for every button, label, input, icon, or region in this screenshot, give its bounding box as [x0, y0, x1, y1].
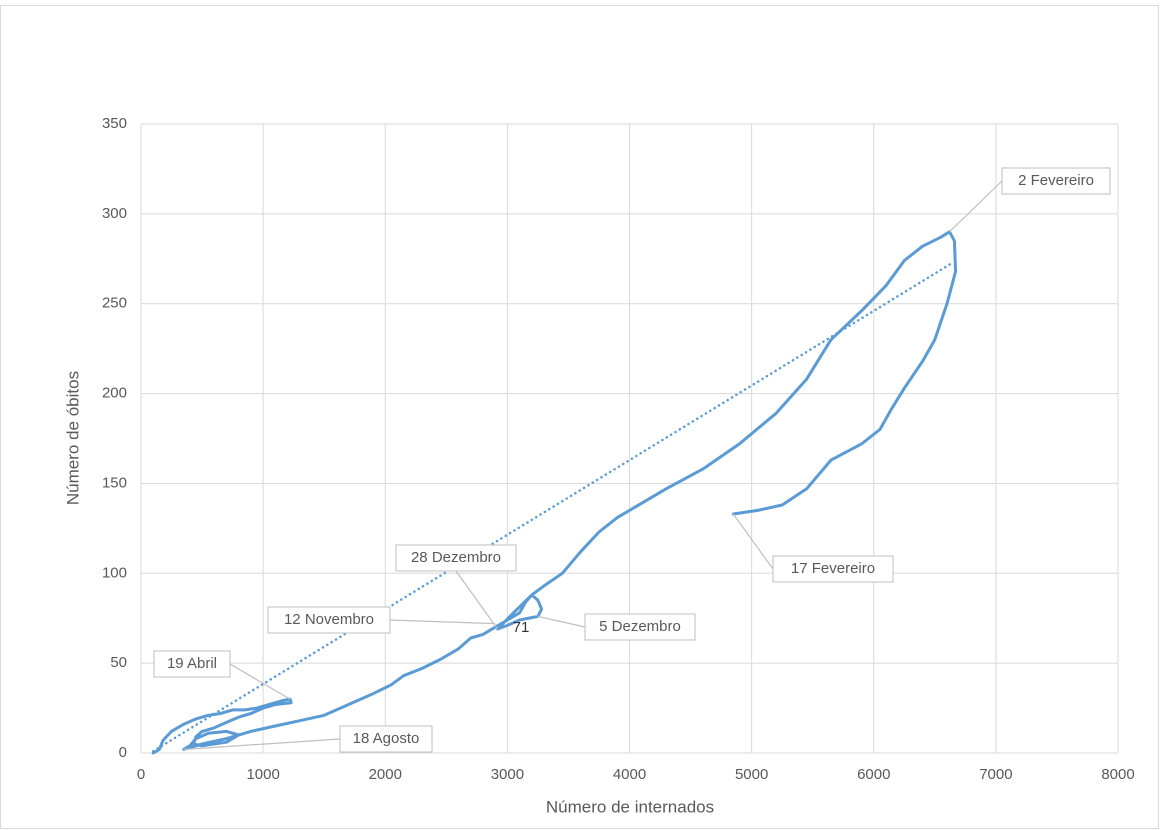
y-tick-label: 0 — [119, 744, 127, 761]
label-box — [1001, 167, 1111, 195]
label-box — [395, 544, 517, 572]
x-tick-label: 5000 — [735, 766, 768, 783]
x-tick-label: 1000 — [246, 766, 279, 783]
leader-line — [229, 663, 291, 700]
y-tick-label: 150 — [102, 474, 127, 491]
y-tick-label: 200 — [102, 385, 127, 402]
y-tick-label: 350 — [102, 115, 127, 132]
label-box — [584, 613, 696, 641]
data-line — [151, 230, 958, 755]
x-tick-label: 0 — [137, 766, 145, 783]
y-tick-label: 250 — [102, 295, 127, 312]
chart-frame — [0, 5, 1159, 829]
y-axis-title: Número de óbitos — [63, 371, 82, 505]
annotation-label: 12 Novembro — [284, 611, 374, 628]
x-tick-label: 2000 — [369, 766, 402, 783]
label-box — [153, 650, 231, 678]
label-box — [772, 555, 894, 583]
y-tick-label: 100 — [102, 564, 127, 581]
x-tick-label: 8000 — [1101, 766, 1134, 783]
annotation-label: 5 Dezembro — [599, 618, 681, 635]
annotation-label: 2 Fevereiro — [1018, 172, 1094, 189]
y-tick-label: 300 — [102, 205, 127, 222]
label-box — [339, 725, 433, 753]
annotation-label: 28 Dezembro — [411, 549, 501, 566]
label-box — [267, 606, 391, 634]
leader-line — [183, 738, 341, 751]
annotation-label: 17 Fevereiro — [791, 560, 875, 577]
leader-line — [389, 619, 496, 625]
x-tick-label: 3000 — [491, 766, 524, 783]
annotation-label: 19 Abril — [167, 655, 217, 672]
leader-line — [732, 513, 774, 570]
leader-line — [949, 180, 1003, 233]
annotation-label: 71 — [513, 619, 530, 636]
annotation-label: 18 Agosto — [353, 730, 420, 747]
y-tick-label: 50 — [110, 654, 127, 671]
x-tick-label: 7000 — [979, 766, 1012, 783]
leader-line — [537, 615, 586, 628]
x-axis-title: Número de internados — [546, 797, 714, 816]
x-tick-label: 4000 — [613, 766, 646, 783]
leader-line — [455, 570, 499, 630]
trendline — [151, 261, 955, 753]
x-tick-label: 6000 — [857, 766, 890, 783]
